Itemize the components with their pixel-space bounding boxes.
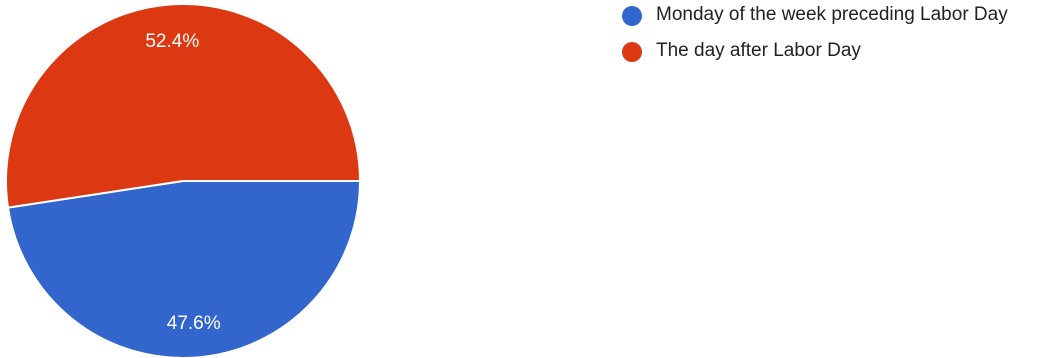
slice-label-day-after: 52.4% bbox=[145, 31, 199, 52]
legend-label-monday: Monday of the week preceding Labor Day bbox=[656, 4, 1008, 25]
legend-swatch-monday bbox=[622, 6, 642, 26]
legend-item-monday[interactable]: Monday of the week preceding Labor Day bbox=[622, 0, 1052, 30]
pie-plot: 47.6% 52.4% bbox=[5, 3, 362, 358]
legend: Monday of the week preceding Labor Day T… bbox=[622, 0, 1052, 72]
legend-item-day-after[interactable]: The day after Labor Day bbox=[622, 36, 1052, 66]
slice-label-monday: 47.6% bbox=[167, 313, 221, 334]
legend-swatch-day-after bbox=[622, 42, 642, 62]
pie-slice-monday[interactable] bbox=[6, 180, 362, 358]
legend-label-day-after: The day after Labor Day bbox=[656, 40, 861, 61]
pie-slice-day-after[interactable] bbox=[5, 3, 362, 209]
